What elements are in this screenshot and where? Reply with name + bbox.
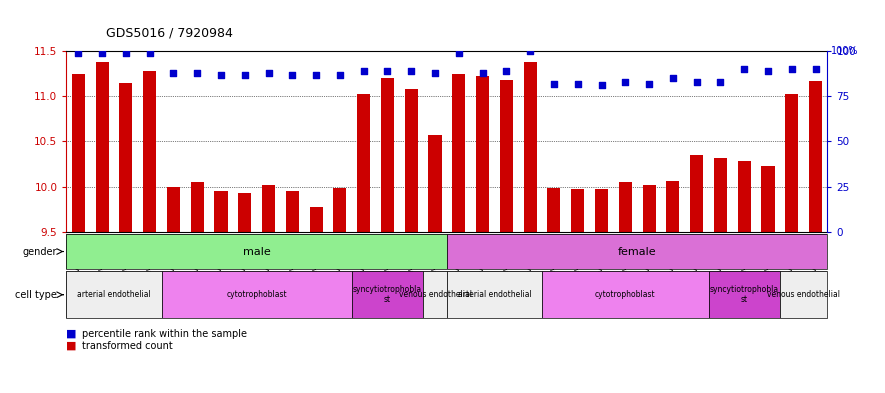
Point <box>309 72 323 78</box>
Bar <box>214 191 227 232</box>
Bar <box>524 62 536 232</box>
Bar <box>809 81 822 232</box>
Bar <box>143 71 156 232</box>
Bar <box>542 271 709 318</box>
Point <box>571 81 585 87</box>
Text: percentile rank within the sample: percentile rank within the sample <box>82 329 247 339</box>
Point <box>499 68 513 74</box>
Bar <box>96 62 109 232</box>
Bar <box>619 182 632 232</box>
Bar <box>738 162 750 232</box>
Bar <box>428 135 442 232</box>
Point <box>166 70 181 76</box>
Bar <box>548 189 560 232</box>
Text: transformed count: transformed count <box>82 341 173 351</box>
Text: venous endothelial: venous endothelial <box>767 290 840 299</box>
Point <box>619 79 633 85</box>
Point <box>428 70 442 76</box>
Bar <box>690 155 704 232</box>
Point <box>737 66 751 72</box>
Bar <box>238 193 251 232</box>
Bar <box>447 234 827 269</box>
Point <box>238 72 252 78</box>
Bar <box>571 189 584 232</box>
Text: syncytiotrophobla
st: syncytiotrophobla st <box>353 285 422 305</box>
Bar <box>447 271 542 318</box>
Point <box>357 68 371 74</box>
Bar <box>262 185 275 232</box>
Bar <box>358 94 370 232</box>
Point <box>190 70 204 76</box>
Bar <box>452 73 466 232</box>
Bar <box>161 271 352 318</box>
Text: venous endothelial: venous endothelial <box>398 290 472 299</box>
Point <box>285 72 299 78</box>
Bar <box>761 166 774 232</box>
Bar <box>119 83 133 232</box>
Point <box>71 50 85 56</box>
Bar <box>709 271 780 318</box>
Point <box>95 50 109 56</box>
Bar <box>286 191 299 232</box>
Text: gender: gender <box>22 246 57 257</box>
Point <box>404 68 419 74</box>
Bar <box>72 73 85 232</box>
Text: arterial endothelial: arterial endothelial <box>458 290 531 299</box>
Bar <box>381 78 394 232</box>
Point <box>261 70 275 76</box>
Point <box>381 68 395 74</box>
Bar <box>595 189 608 232</box>
Point <box>785 66 799 72</box>
Bar <box>334 189 346 232</box>
Point <box>547 81 561 87</box>
Bar <box>352 271 423 318</box>
Text: 100%: 100% <box>831 46 858 56</box>
Bar <box>666 181 680 232</box>
Bar <box>785 94 798 232</box>
Text: arterial endothelial: arterial endothelial <box>77 290 150 299</box>
Point <box>595 82 609 88</box>
Text: ■: ■ <box>66 341 77 351</box>
Point <box>119 50 133 56</box>
Point <box>642 81 656 87</box>
Bar <box>167 187 180 232</box>
Bar <box>66 271 161 318</box>
Text: female: female <box>618 246 657 257</box>
Text: GDS5016 / 7920984: GDS5016 / 7920984 <box>106 26 233 39</box>
Text: cytotrophoblast: cytotrophoblast <box>227 290 287 299</box>
Bar <box>780 271 827 318</box>
Bar <box>714 158 727 232</box>
Bar <box>66 234 447 269</box>
Point <box>809 66 823 72</box>
Bar <box>404 89 418 232</box>
Bar <box>310 207 323 232</box>
Point <box>713 79 727 85</box>
Point <box>214 72 228 78</box>
Point <box>761 68 775 74</box>
Bar <box>476 76 489 232</box>
Text: cytotrophoblast: cytotrophoblast <box>595 290 656 299</box>
Point <box>689 79 704 85</box>
Point <box>333 72 347 78</box>
Point <box>142 50 157 56</box>
Text: male: male <box>242 246 271 257</box>
Text: syncytiotrophobla
st: syncytiotrophobla st <box>710 285 779 305</box>
Bar <box>643 185 656 232</box>
Text: cell type: cell type <box>15 290 57 300</box>
Point <box>475 70 489 76</box>
Bar <box>423 271 447 318</box>
Point <box>523 48 537 54</box>
Text: ■: ■ <box>66 329 77 339</box>
Bar <box>190 182 204 232</box>
Point <box>451 50 466 56</box>
Point <box>666 75 680 81</box>
Bar <box>500 80 513 232</box>
